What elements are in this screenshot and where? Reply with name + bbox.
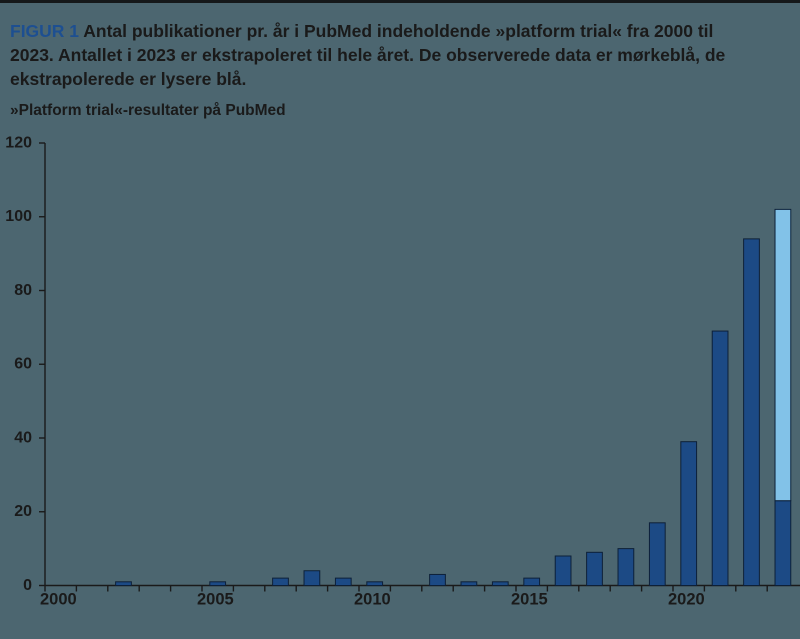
svg-text:40: 40 — [14, 429, 32, 446]
svg-text:2015: 2015 — [511, 591, 548, 609]
svg-text:2010: 2010 — [354, 591, 391, 609]
svg-text:100: 100 — [5, 208, 32, 225]
svg-text:20: 20 — [14, 503, 32, 520]
svg-text:2000: 2000 — [40, 591, 77, 609]
svg-text:2005: 2005 — [197, 591, 234, 609]
svg-text:120: 120 — [5, 134, 32, 151]
svg-text:2020: 2020 — [668, 591, 705, 609]
svg-text:80: 80 — [14, 282, 32, 299]
svg-text:0: 0 — [23, 577, 32, 594]
svg-text:60: 60 — [14, 356, 32, 373]
